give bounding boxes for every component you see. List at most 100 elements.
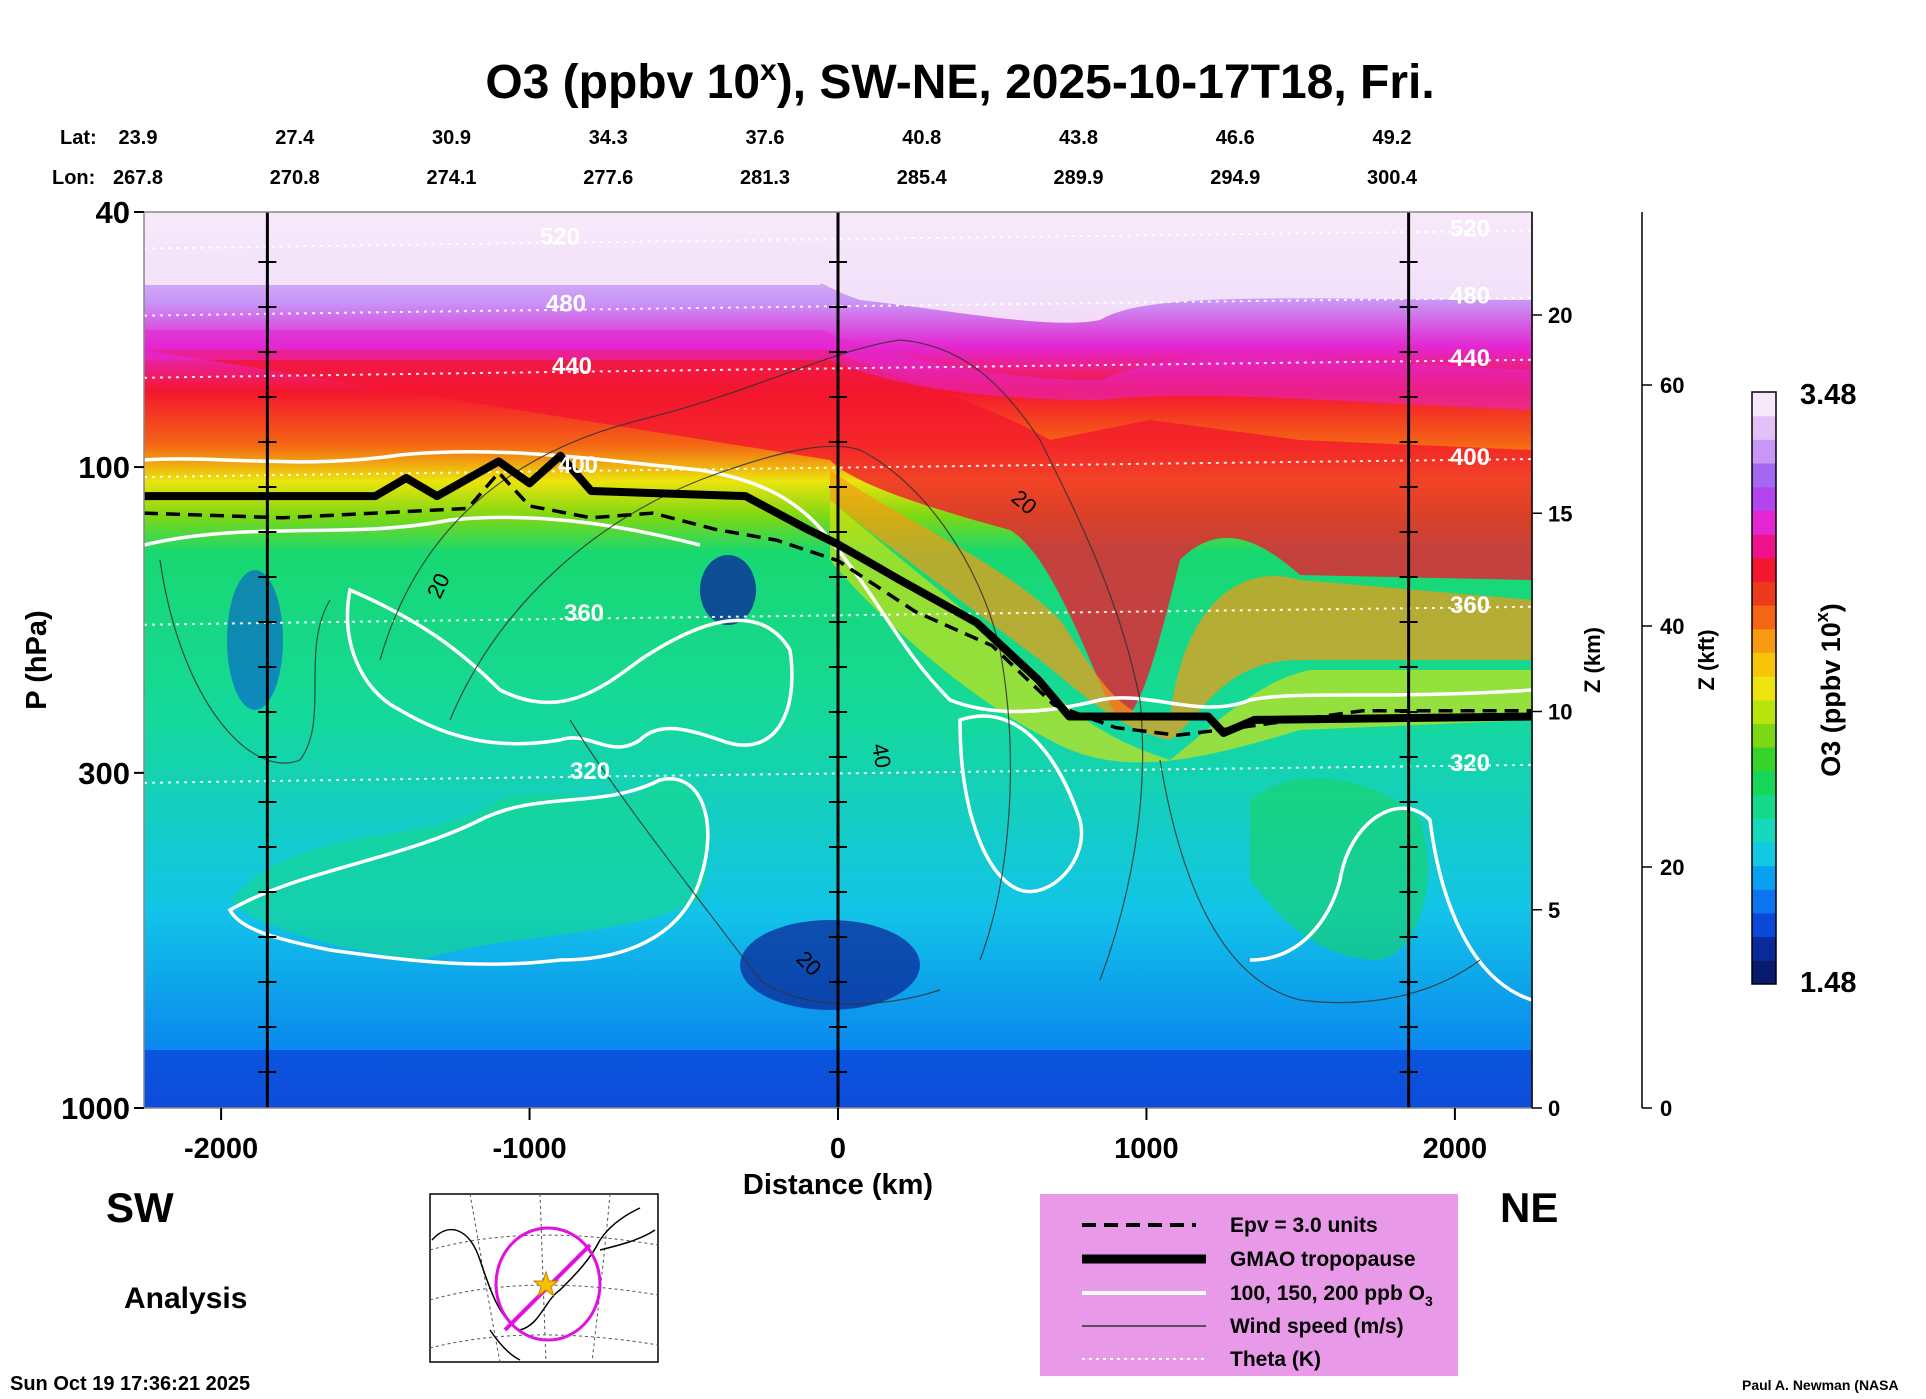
z-km-axis-label: Z (km) (1580, 627, 1605, 693)
theta-label-left: 520 (540, 224, 580, 251)
gmao-tropopause-line (144, 451, 1532, 737)
colorbar-min-label: 1.48 (1800, 967, 1856, 999)
epv-3-line (144, 469, 1532, 737)
ozone-contour-right-mid (958, 714, 1084, 894)
colorbar-band (1752, 889, 1776, 914)
colorbar-max-label: 3.48 (1800, 379, 1856, 411)
lat-label: Lat: (60, 127, 97, 149)
colorbar-band (1752, 605, 1776, 630)
inset-map-domain-circle (494, 1226, 602, 1342)
lon-value: 277.6 (583, 167, 633, 189)
ozone-green-lobe-right (1250, 778, 1428, 960)
theta-label-right: 320 (1450, 750, 1490, 777)
lon-value: 300.4 (1367, 167, 1418, 189)
lat-value: 43.8 (1059, 127, 1098, 149)
theta-label-right: 400 (1450, 444, 1490, 471)
lat-value: 27.4 (275, 127, 315, 149)
colorbar-band (1752, 628, 1776, 653)
theta-contour (144, 458, 1532, 479)
p-tick-label: 1000 (61, 1091, 130, 1126)
colorbar-band (1752, 865, 1776, 890)
colorbar-band (1752, 415, 1776, 440)
colorbar-band (1752, 557, 1776, 582)
lat-value: 49.2 (1373, 127, 1412, 149)
colorbar-band (1752, 534, 1776, 559)
legend-label-wind: Wind speed (m/s) (1230, 1315, 1404, 1338)
wind-contour-1 (379, 339, 1144, 981)
lat-value: 37.6 (746, 127, 785, 149)
z-kft-tick-label: 0 (1660, 1096, 1672, 1121)
colorbar-band (1752, 652, 1776, 677)
ozone-upper-pink (144, 330, 1532, 410)
low-ozone-blob-left (227, 570, 283, 710)
lon-label: Lon: (52, 167, 95, 189)
ozone-contours-100-150-200 (144, 449, 1532, 1002)
low-ozone-blob-upper (700, 555, 756, 625)
p-tick-label: 40 (96, 195, 130, 230)
theta-label-right: 360 (1450, 592, 1490, 619)
z-kft-tick-label: 20 (1660, 855, 1684, 880)
colorbar-band (1752, 747, 1776, 772)
inset-map (429, 1193, 659, 1363)
theta-label-right: 480 (1450, 283, 1490, 310)
theta-label-right: 440 (1450, 345, 1490, 372)
lat-value: 46.6 (1216, 127, 1255, 149)
z-km-tick-label: 20 (1548, 303, 1572, 328)
lon-value: 267.8 (113, 167, 163, 189)
lat-value: 23.9 (119, 127, 158, 149)
wind-contour-2 (449, 445, 1011, 961)
legend-label-tropopause: GMAO tropopause (1230, 1248, 1416, 1271)
legend-label-epv: Epv = 3.0 units (1230, 1214, 1378, 1237)
colorbar-band (1752, 510, 1776, 535)
wind-label-4: 40 (867, 742, 896, 770)
chart-title: O3 (ppbv 10x), SW-NE, 2025-10-17T18, Fri… (485, 54, 1434, 109)
theta-label-left: 440 (552, 353, 592, 380)
colorbar-band (1752, 723, 1776, 748)
lat-lon-row: 23.9 267.8 27.4 270.8 30.9 274.1 34.3 277.6 37.6… (113, 127, 1418, 189)
z-km-axis: 0 5 10 15 20 (1531, 212, 1572, 1121)
theta-contour (144, 229, 1532, 250)
p-tick-label: 100 (78, 450, 130, 485)
x-tick-label: -2000 (184, 1133, 258, 1165)
z-km-tick-label: 0 (1548, 1096, 1560, 1121)
wind-speed-contours (159, 339, 1481, 1005)
theta-contour (144, 358, 1532, 379)
z-km-tick-label: 15 (1548, 501, 1572, 526)
z-kft-tick-label: 40 (1660, 614, 1684, 639)
inset-map-coastline (431, 1207, 656, 1361)
lon-value: 285.4 (897, 167, 948, 189)
ozone-contour-lower (227, 776, 710, 966)
z-km-tick-label: 10 (1548, 700, 1572, 725)
ozone-contour-upper-2 (144, 515, 701, 547)
theta-label-left: 480 (546, 291, 586, 318)
direction-sw: SW (106, 1184, 174, 1231)
section-vertical-lines (258, 212, 1418, 1108)
colorbar-band (1752, 581, 1776, 606)
colorbar-band (1752, 439, 1776, 464)
theta-contours (144, 229, 1532, 784)
colorbar-band (1752, 936, 1776, 961)
colorbar-band (1752, 841, 1776, 867)
x-tick-label: 1000 (1114, 1133, 1179, 1165)
ozone-contour-mid (345, 587, 794, 749)
low-ozone-blob-lower (740, 920, 920, 1010)
colorbar-band (1752, 676, 1776, 701)
x-tick-label: 2000 (1423, 1133, 1488, 1165)
ozone-plume-yellow (830, 500, 1532, 763)
credit: Paul A. Newman (NASA (1742, 1377, 1899, 1393)
y-axis-label: P (hPa) (21, 610, 53, 709)
colorbar-band (1752, 912, 1776, 938)
colorbar-frame (1751, 391, 1777, 985)
lon-value: 270.8 (270, 167, 320, 189)
theta-contour (144, 605, 1532, 626)
ozone-contour-upper (144, 449, 1532, 714)
direction-ne: NE (1500, 1184, 1558, 1231)
x-axis: -2000 -1000 0 1000 2000 (184, 1108, 1487, 1165)
wind-contour-3 (159, 559, 331, 764)
colorbar-band (1752, 818, 1776, 843)
lat-value: 30.9 (432, 127, 471, 149)
x-tick-label: 0 (830, 1133, 846, 1165)
theta-contour (144, 296, 1532, 317)
